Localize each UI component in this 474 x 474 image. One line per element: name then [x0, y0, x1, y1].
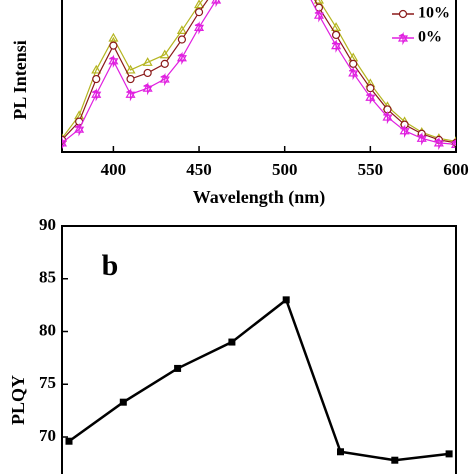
marker: [391, 456, 399, 464]
marker: [74, 122, 85, 137]
marker: [331, 30, 341, 40]
marker: [125, 87, 136, 102]
marker: [228, 338, 236, 346]
marker: [62, 136, 68, 150]
marker: [365, 91, 376, 105]
y-tick-label: 70: [39, 426, 56, 445]
marker: [174, 364, 182, 372]
marker: [65, 437, 73, 445]
marker: [177, 35, 187, 44]
marker: [143, 68, 152, 78]
marker: [119, 398, 127, 406]
marker: [433, 136, 444, 151]
y-axis-title: PLQY: [8, 375, 28, 425]
x-tick-label: 500: [272, 160, 298, 179]
marker: [125, 64, 136, 74]
marker: [108, 32, 119, 42]
marker: [445, 450, 453, 458]
x-tick-label: 600: [443, 160, 469, 179]
y-tick-label: 80: [39, 320, 56, 339]
legend-label: 10%: [418, 5, 450, 22]
series-line: [62, 0, 456, 142]
marker: [450, 139, 456, 152]
legend-marker: [398, 9, 408, 19]
marker: [331, 22, 342, 31]
marker: [91, 87, 102, 102]
marker: [108, 54, 119, 69]
marker: [194, 0, 205, 9]
series-line: [62, 0, 456, 144]
marker: [382, 110, 393, 125]
y-tick-label: 85: [39, 268, 56, 287]
marker: [91, 64, 102, 74]
marker: [313, 0, 324, 4]
marker: [109, 41, 118, 50]
marker: [399, 124, 410, 138]
marker: [211, 0, 222, 8]
marker: [142, 57, 153, 66]
legend-label: 0%: [418, 29, 442, 46]
series-line: [68, 297, 450, 462]
marker: [348, 66, 359, 81]
plot-a: [62, 0, 456, 152]
x-tick-label: 450: [186, 160, 212, 179]
marker: [176, 51, 187, 66]
marker: [349, 59, 358, 68]
marker: [176, 25, 187, 35]
marker: [366, 84, 375, 93]
marker: [331, 39, 342, 53]
x-tick-label: 550: [358, 160, 384, 179]
marker: [159, 72, 170, 87]
marker: [159, 49, 170, 59]
marker: [160, 59, 169, 68]
marker: [194, 8, 204, 17]
y-axis-title: PL Intensi: [10, 40, 30, 120]
marker: [142, 81, 153, 96]
x-tick-label: 400: [101, 160, 127, 179]
marker: [194, 21, 205, 35]
marker: [92, 74, 101, 84]
frame-a: [61, 0, 457, 153]
y-tick-label: 75: [39, 373, 56, 392]
frame-b: [61, 225, 457, 474]
marker: [282, 296, 290, 304]
x-axis-title: Wavelength (nm): [193, 187, 326, 208]
legend-marker: [397, 31, 409, 46]
marker: [416, 132, 427, 146]
y-tick-label: 90: [39, 215, 56, 234]
marker: [337, 448, 344, 456]
marker: [313, 8, 324, 23]
marker: [126, 74, 135, 84]
series-line: [62, 0, 456, 145]
panel-label: b: [102, 249, 119, 282]
